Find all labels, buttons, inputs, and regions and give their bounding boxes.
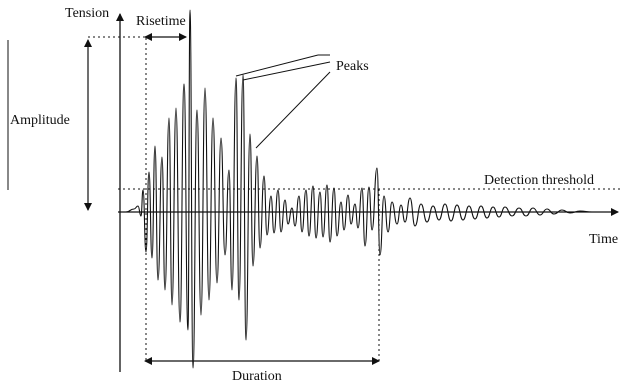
peaks-label: Peaks (336, 59, 369, 74)
detection-threshold-label: Detection threshold (484, 173, 594, 188)
risetime-label: Risetime (136, 14, 186, 29)
waveform (118, 9, 605, 369)
peaks-pointer-1 (235, 54, 319, 77)
tension-label: Tension (65, 6, 109, 21)
duration-label: Duration (232, 369, 282, 384)
amplitude-label: Amplitude (10, 113, 70, 128)
peaks-pointer-4 (255, 71, 331, 149)
peaks-pointer-3 (242, 61, 331, 81)
time-label: Time (589, 232, 618, 247)
